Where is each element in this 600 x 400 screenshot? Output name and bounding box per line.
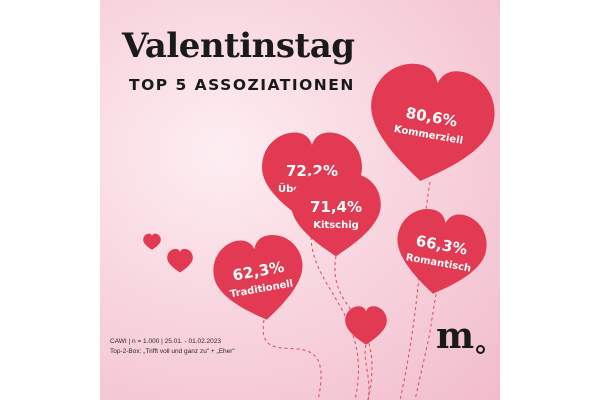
balloon-string — [262, 319, 322, 400]
heart-mark — [213, 234, 303, 320]
balloon-string — [414, 293, 437, 400]
heart-mark — [291, 173, 381, 257]
heart-balloon: 80,6%Kommerziell — [371, 63, 495, 181]
footnote-line-2: Top-2-Box: „Trifft voll und ganz zu" + „… — [110, 348, 235, 355]
logo-dot-icon — [476, 345, 485, 354]
category-label: Kitschig — [313, 220, 359, 231]
balloon-string — [399, 181, 431, 400]
heart-balloon: 62,3%Traditionell — [213, 234, 303, 320]
value-label: 71,4% — [310, 198, 362, 216]
methodology-footnote: CAWI | n = 1.000 | 25.01. - 01.02.2023 T… — [110, 337, 235, 357]
heart-balloon-chart: 80,6%Kommerziell72,2%Übertrieben71,4%Kit… — [143, 63, 495, 400]
heart-mark — [397, 208, 487, 294]
heart-mark — [371, 63, 495, 181]
balloon-string — [364, 344, 370, 400]
footnote-line-1: CAWI | n = 1.000 | 25.01. - 01.02.2023 — [110, 338, 221, 345]
decorative-heart-icon — [143, 233, 161, 250]
heart-balloon: 66,3%Romantisch — [397, 208, 487, 294]
brand-logo: m — [436, 315, 475, 357]
page-subtitle: TOP 5 ASSOZIATIONEN — [129, 76, 355, 94]
page-title: Valentinstag — [122, 26, 355, 66]
infographic-card: Valentinstag TOP 5 ASSOZIATIONEN 80,6% Ko… — [100, 0, 500, 400]
decorative-heart-icon — [345, 306, 387, 345]
decorative-heart-icon — [167, 248, 193, 273]
heart-balloon: 71,4% Kitschig — [291, 173, 381, 257]
